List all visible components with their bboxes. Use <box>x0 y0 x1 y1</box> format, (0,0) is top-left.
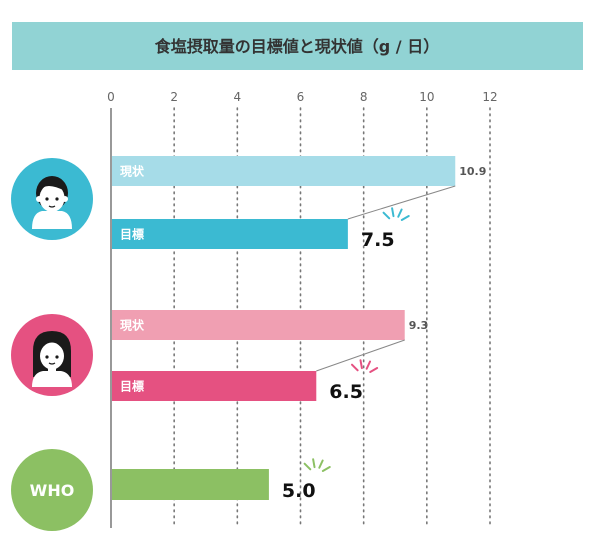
data-label: 7.5 <box>361 229 395 251</box>
bar-label: 現状 <box>120 164 145 179</box>
x-tick-label: 4 <box>234 90 242 104</box>
shirt-shape <box>32 211 72 229</box>
bar <box>112 469 269 500</box>
bar-label: 目標 <box>120 379 144 394</box>
emphasis-ray <box>350 363 359 372</box>
shirt-shape <box>32 371 72 387</box>
emphasis-ray <box>303 462 312 471</box>
data-label: 9.3 <box>409 319 429 332</box>
x-tick-label: 6 <box>297 90 305 104</box>
x-tick-label: 12 <box>482 90 497 104</box>
title-band <box>12 22 583 70</box>
chart-title: 食塩摂取量の目標値と現状値（g / 日） <box>154 37 439 56</box>
emphasis-ray <box>318 459 324 469</box>
bar <box>112 156 456 186</box>
face-shape <box>39 184 65 212</box>
who-badge: WHO <box>11 449 93 531</box>
emphasis-ray <box>365 360 372 370</box>
eye-shape <box>45 197 49 201</box>
data-label: 6.5 <box>329 381 363 403</box>
emphasis-ray <box>312 458 316 469</box>
eye-shape <box>45 355 49 359</box>
fringe-shape <box>39 178 65 191</box>
data-label: 10.9 <box>459 165 486 178</box>
eye-shape <box>55 197 59 201</box>
emphasis-ray <box>391 207 395 218</box>
emphasis-ray <box>397 208 403 218</box>
x-tick-label: 8 <box>360 90 368 104</box>
emphasis-ray <box>321 466 331 472</box>
eye-shape <box>55 355 59 359</box>
data-label: 5.0 <box>282 480 316 502</box>
bar-label: 現状 <box>120 318 145 333</box>
connector-line <box>316 339 405 372</box>
emphasis-ray <box>359 359 363 370</box>
man-avatar-icon <box>11 158 93 240</box>
mouth-shape <box>48 205 56 208</box>
face-shape <box>40 342 64 370</box>
connector-line <box>347 185 456 220</box>
ear-shape <box>62 196 68 202</box>
woman-avatar-icon <box>11 314 93 396</box>
emphasis-ray <box>400 215 410 221</box>
x-tick-label: 0 <box>107 90 115 104</box>
fringe-shape <box>38 335 66 353</box>
who-label: WHO <box>30 481 75 500</box>
bars-layer: 現状 10.9 目標 7.5 現状 9.3 目標 6.5 5.0 <box>112 156 486 502</box>
icons-layer: WHO <box>11 158 93 531</box>
bar <box>112 219 348 249</box>
ear-shape <box>36 196 42 202</box>
bar-label: 目標 <box>120 227 144 242</box>
emphasis-ray <box>369 367 379 373</box>
bar <box>112 310 405 340</box>
x-tick-label: 2 <box>170 90 178 104</box>
mouth-shape <box>48 362 56 365</box>
tick-labels: 0 2 4 6 8 10 12 <box>107 90 497 104</box>
who-circle <box>11 449 93 531</box>
x-tick-label: 10 <box>419 90 434 104</box>
emphasis-ray <box>382 211 391 220</box>
bar <box>112 371 317 401</box>
